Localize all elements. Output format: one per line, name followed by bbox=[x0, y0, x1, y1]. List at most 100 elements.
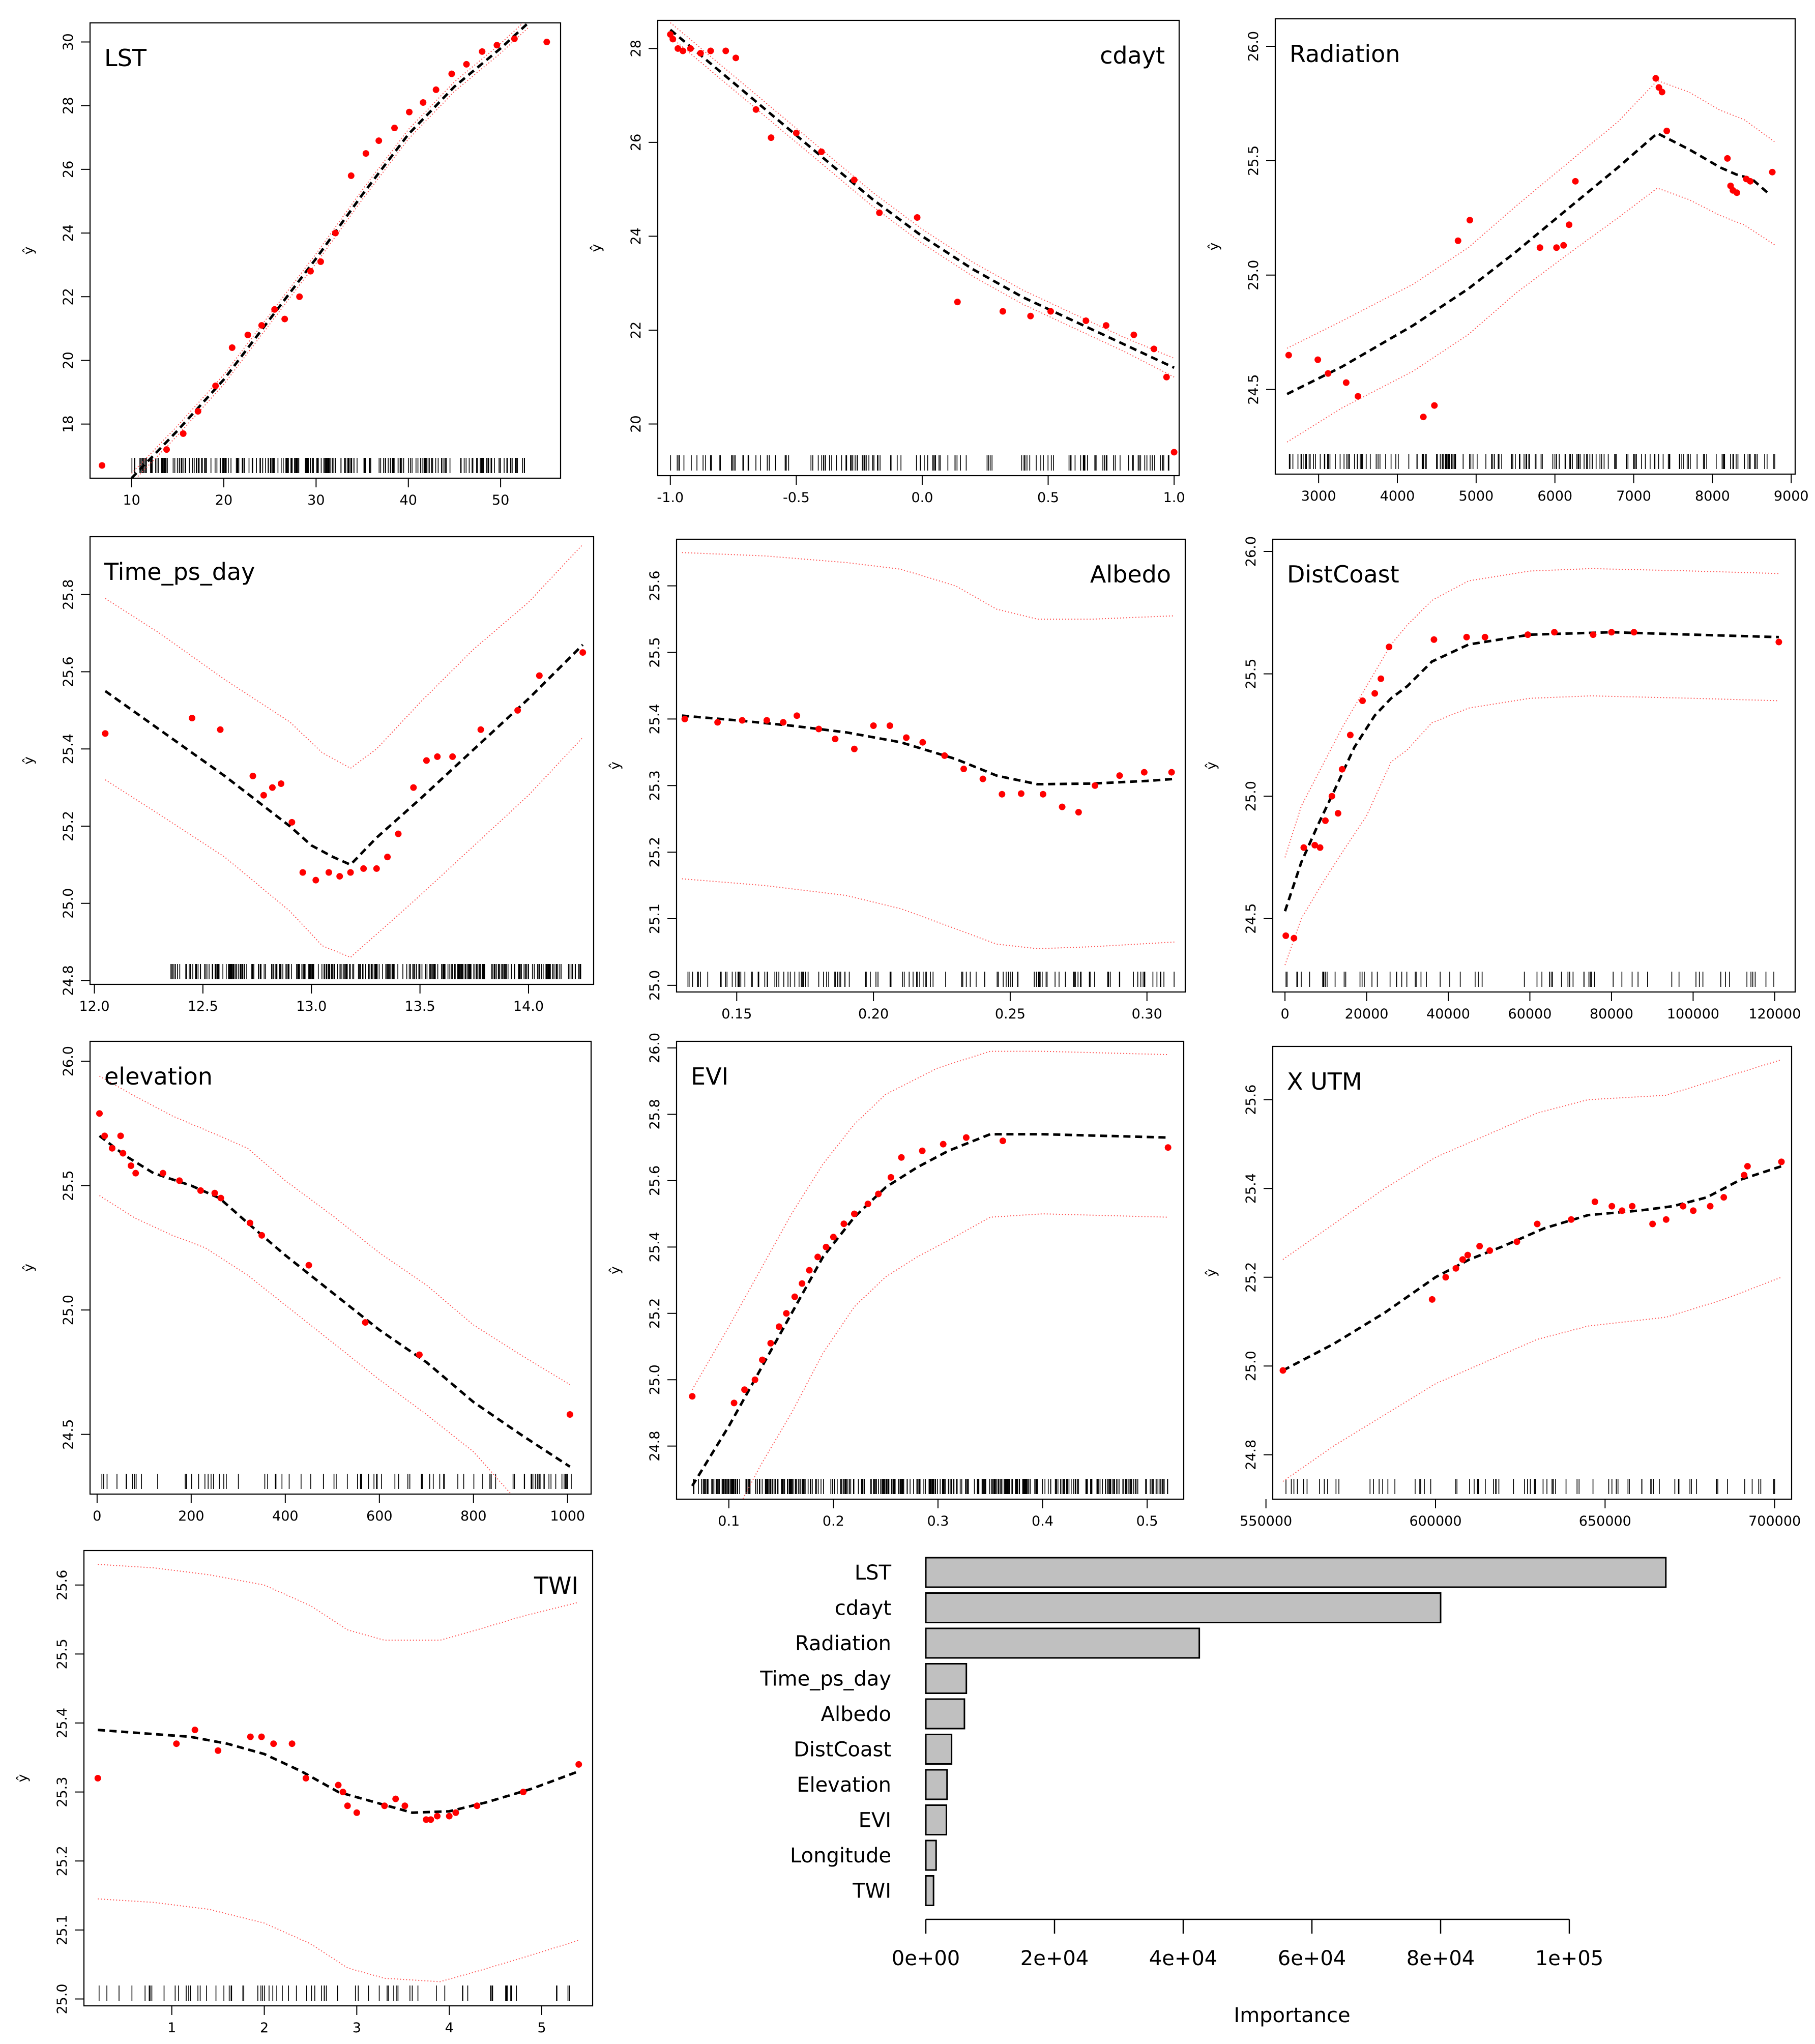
data-point bbox=[477, 726, 484, 733]
data-point bbox=[401, 1802, 408, 1809]
data-point bbox=[269, 784, 276, 791]
data-point bbox=[163, 446, 170, 453]
data-point bbox=[1707, 1203, 1714, 1210]
bar bbox=[925, 1627, 1201, 1659]
bar bbox=[925, 1769, 948, 1800]
data-point bbox=[566, 1411, 573, 1418]
y-tick-label: 25.6 bbox=[647, 1165, 663, 1196]
data-point bbox=[1463, 633, 1470, 640]
y-tick-label: 20 bbox=[628, 415, 644, 432]
data-point bbox=[1568, 1216, 1575, 1223]
data-point bbox=[96, 1110, 103, 1117]
data-point bbox=[941, 752, 948, 759]
y-tick-label: 25.6 bbox=[1243, 1085, 1259, 1115]
data-point bbox=[1454, 237, 1461, 244]
band-upper bbox=[1286, 80, 1776, 349]
rug bbox=[1285, 1479, 1775, 1494]
data-point bbox=[410, 784, 417, 791]
data-point bbox=[1524, 631, 1531, 638]
data-point bbox=[898, 1154, 905, 1161]
data-point bbox=[1150, 345, 1157, 353]
y-tick-label: 24.8 bbox=[61, 965, 76, 996]
data-point bbox=[423, 757, 430, 764]
x-tick-label: 600 bbox=[366, 1508, 393, 1524]
data-point bbox=[1355, 393, 1362, 400]
y-tick-label: 25.5 bbox=[54, 1639, 70, 1669]
data-point bbox=[714, 719, 721, 726]
data-point bbox=[249, 772, 256, 779]
data-point bbox=[217, 726, 224, 733]
data-point bbox=[1551, 629, 1558, 636]
data-point bbox=[423, 1816, 430, 1823]
data-point bbox=[176, 1177, 183, 1184]
data-point bbox=[1328, 793, 1335, 800]
fit-line bbox=[1282, 1165, 1782, 1372]
y-tick-label: 26.0 bbox=[1246, 31, 1262, 62]
x-tick-label: 6000 bbox=[1537, 488, 1572, 504]
data-point bbox=[1431, 402, 1438, 409]
data-point bbox=[305, 1262, 312, 1269]
data-point bbox=[391, 125, 398, 132]
panel-title: EVI bbox=[691, 1063, 728, 1090]
plot-area bbox=[667, 22, 1178, 471]
data-point bbox=[1658, 89, 1665, 96]
data-point bbox=[1279, 1367, 1286, 1374]
y-axis-label: ŷ bbox=[1204, 762, 1219, 770]
x-tick-label: 50 bbox=[492, 492, 509, 508]
x-tick-label: 600000 bbox=[1409, 1513, 1461, 1529]
y-tick-label: 25.5 bbox=[1246, 145, 1262, 176]
data-point bbox=[1452, 1265, 1459, 1272]
fit-line bbox=[682, 714, 1175, 786]
data-point bbox=[775, 1323, 782, 1330]
x-tick-label: 20000 bbox=[1345, 1006, 1389, 1022]
data-point bbox=[751, 1376, 758, 1383]
y-tick-label: 25.0 bbox=[61, 888, 76, 919]
data-point bbox=[452, 1809, 459, 1816]
data-point bbox=[919, 739, 926, 746]
x-tick-label: 0.20 bbox=[858, 1006, 889, 1022]
data-point bbox=[886, 722, 893, 729]
band-lower bbox=[1284, 695, 1779, 966]
data-point bbox=[347, 869, 354, 876]
y-tick-label: 26 bbox=[61, 161, 76, 178]
data-point bbox=[1536, 244, 1543, 251]
panel-1: -1.0 -0.5 0.0 0.5 1.0 20 22 24 26 28 ŷ cdayt bbox=[589, 19, 1185, 506]
x-tick-label: 10 bbox=[123, 492, 140, 508]
y-tick-label: 20 bbox=[61, 352, 76, 369]
data-point bbox=[1334, 810, 1341, 817]
x-tick-label: 7000 bbox=[1616, 488, 1651, 504]
y-tick-label: 25.0 bbox=[54, 1983, 70, 2014]
data-point bbox=[903, 734, 910, 741]
data-point bbox=[1733, 189, 1740, 196]
x-tick-label: 40 bbox=[400, 492, 417, 508]
rug bbox=[693, 1479, 1168, 1494]
y-tick-label: 26.0 bbox=[647, 1033, 663, 1063]
y-tick-label: 24.5 bbox=[61, 1419, 76, 1450]
bar bbox=[925, 1698, 965, 1730]
bar-label: Albedo bbox=[821, 1703, 891, 1726]
data-point bbox=[730, 1399, 738, 1407]
data-point bbox=[689, 1393, 696, 1400]
data-point bbox=[1629, 1203, 1636, 1210]
y-tick-label: 25.1 bbox=[647, 903, 663, 934]
data-point bbox=[675, 45, 682, 52]
x-axis-label: Importance bbox=[1234, 2004, 1350, 2027]
x-tick-label: 4000 bbox=[1380, 488, 1415, 504]
data-point bbox=[392, 1795, 399, 1802]
data-point bbox=[851, 745, 858, 752]
data-point bbox=[479, 48, 486, 55]
plot-area bbox=[689, 1050, 1172, 1499]
plot-area bbox=[1282, 568, 1782, 987]
data-point bbox=[228, 344, 236, 351]
bar bbox=[925, 1557, 1667, 1588]
rug bbox=[170, 964, 581, 979]
data-point bbox=[474, 1802, 481, 1809]
y-tick-label: 25.6 bbox=[647, 571, 663, 601]
data-point bbox=[783, 1310, 790, 1317]
x-tick-label: 9000 bbox=[1774, 488, 1809, 504]
data-point bbox=[449, 753, 456, 760]
data-point bbox=[353, 1809, 360, 1816]
y-tick-label: 24.8 bbox=[647, 1431, 663, 1462]
data-point bbox=[1590, 631, 1597, 638]
